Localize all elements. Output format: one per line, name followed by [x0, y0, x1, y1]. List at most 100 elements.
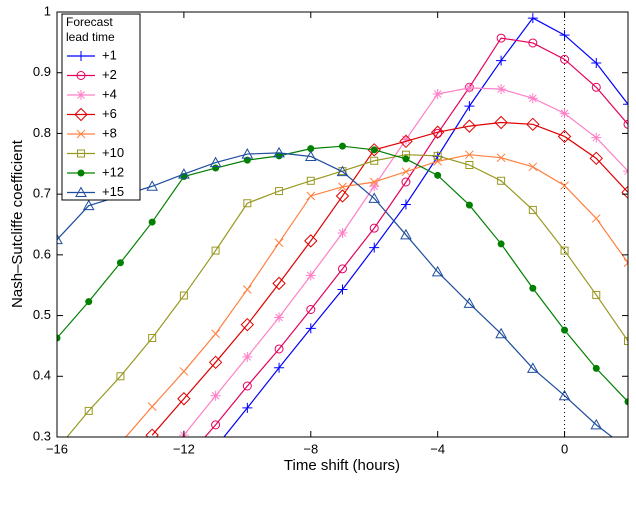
- marker: [369, 223, 379, 233]
- marker: [431, 265, 444, 277]
- marker: [496, 84, 507, 95]
- marker: [147, 402, 157, 411]
- marker: [339, 142, 346, 150]
- marker: [211, 246, 220, 255]
- marker: [401, 167, 411, 177]
- marker: [465, 150, 474, 160]
- marker: [335, 189, 350, 203]
- marker: [243, 156, 251, 164]
- marker: [242, 351, 253, 362]
- marker: [243, 199, 252, 208]
- marker: [527, 13, 538, 24]
- marker: [305, 270, 316, 281]
- legend-label: +4: [102, 86, 117, 101]
- marker: [116, 259, 124, 267]
- x-tick-label: 0: [561, 441, 568, 456]
- marker: [145, 428, 159, 437]
- marker: [465, 161, 474, 169]
- marker: [557, 129, 572, 144]
- marker: [432, 88, 443, 99]
- marker: [146, 180, 159, 191]
- marker: [241, 148, 254, 159]
- marker: [84, 406, 93, 415]
- marker: [589, 151, 603, 166]
- marker: [494, 115, 508, 130]
- marker: [275, 187, 284, 196]
- marker: [623, 119, 628, 129]
- marker: [275, 152, 283, 160]
- legend-box: [61, 13, 141, 201]
- plot-area: [57, 12, 628, 465]
- marker: [369, 242, 380, 253]
- marker: [560, 246, 569, 255]
- marker: [434, 171, 442, 179]
- marker: [592, 364, 600, 372]
- marker: [623, 99, 628, 110]
- marker: [430, 125, 445, 139]
- marker: [368, 192, 381, 203]
- legend-title: lead time: [66, 30, 115, 44]
- marker: [592, 290, 601, 299]
- marker: [590, 418, 603, 430]
- marker: [306, 305, 316, 314]
- marker: [148, 218, 156, 226]
- marker: [338, 182, 347, 192]
- marker: [464, 101, 475, 112]
- marker: [148, 334, 157, 343]
- marker: [591, 132, 602, 143]
- y-tick-label: 0.4: [33, 368, 51, 383]
- marker: [57, 233, 63, 245]
- marker: [116, 372, 125, 381]
- marker: [180, 457, 188, 465]
- marker: [367, 143, 381, 157]
- x-tick-label: −12: [173, 441, 195, 456]
- legend-label: +12: [102, 164, 124, 179]
- series-line: [151, 121, 628, 436]
- y-tick-label: 0.7: [33, 186, 51, 201]
- marker: [400, 134, 411, 145]
- marker: [591, 82, 601, 92]
- legend-label: +10: [102, 145, 124, 160]
- marker: [497, 176, 506, 185]
- marker: [211, 420, 221, 430]
- marker: [496, 55, 507, 66]
- y-tick-label: 1: [44, 3, 51, 18]
- y-tick-label: 0.3: [33, 428, 51, 443]
- marker: [465, 201, 473, 209]
- marker: [623, 258, 628, 268]
- marker: [208, 355, 223, 370]
- marker: [76, 129, 86, 139]
- marker: [433, 157, 443, 166]
- series-line: [57, 145, 628, 403]
- marker: [369, 177, 379, 187]
- marker: [370, 156, 379, 165]
- marker: [399, 134, 413, 149]
- y-axis-label: Nash–Sutcliffe coefficient: [9, 139, 26, 308]
- x-tick-label: −8: [303, 441, 318, 456]
- x-tick-label: −16: [46, 441, 68, 456]
- marker: [336, 165, 349, 177]
- legend-label: +1: [102, 47, 117, 62]
- marker: [558, 389, 571, 401]
- x-axis-label: Time shift (hours): [284, 457, 400, 474]
- marker: [496, 33, 506, 43]
- marker: [402, 155, 410, 163]
- marker: [433, 151, 442, 160]
- y-tick-label: 0.5: [33, 307, 51, 322]
- series-line: [204, 37, 628, 437]
- marker: [274, 312, 285, 323]
- marker: [304, 234, 318, 248]
- x-tick-label: −4: [430, 441, 445, 456]
- legend-label: +8: [102, 125, 117, 140]
- marker: [211, 329, 220, 339]
- marker: [75, 186, 87, 197]
- marker: [304, 150, 317, 161]
- marker: [528, 205, 537, 214]
- marker: [306, 176, 315, 185]
- marker: [274, 238, 284, 248]
- marker: [497, 240, 505, 248]
- series-line: [223, 17, 628, 437]
- legend-label: +2: [102, 67, 117, 82]
- series-line: [66, 154, 628, 437]
- marker: [74, 107, 88, 122]
